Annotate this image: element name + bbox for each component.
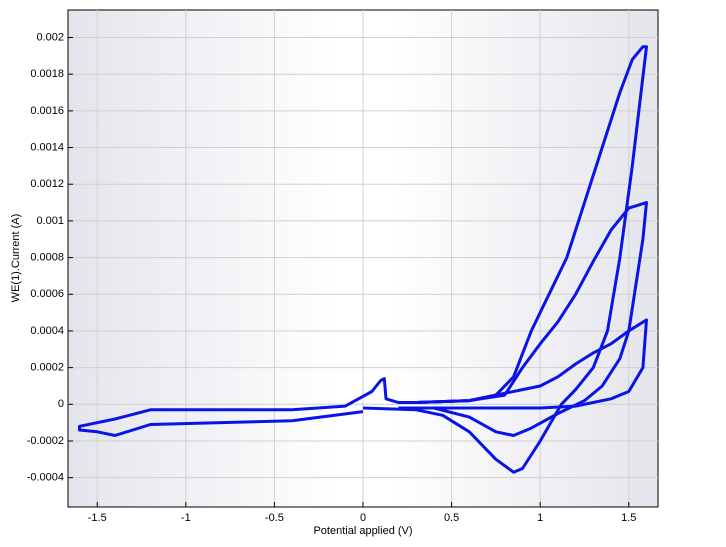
- x-tick-label: -1: [181, 512, 191, 524]
- y-tick-label: -0.0004: [27, 472, 64, 484]
- y-tick-label: 0.0014: [30, 141, 64, 153]
- y-tick-label: 0.0018: [30, 68, 64, 80]
- y-tick-label: 0.0004: [30, 325, 64, 337]
- y-tick-label: -0.0002: [27, 435, 64, 447]
- x-tick-label: 0: [360, 512, 366, 524]
- x-tick-label: 0.5: [444, 512, 459, 524]
- x-axis-label: Potential applied (V): [313, 525, 412, 537]
- y-tick-label: 0.0012: [30, 178, 64, 190]
- x-tick-label: 1.5: [621, 512, 636, 524]
- x-tick-label: -0.5: [265, 512, 284, 524]
- x-tick-label: 1: [537, 512, 543, 524]
- y-tick-label: 0.002: [36, 31, 64, 43]
- y-tick-label: 0.0016: [30, 105, 64, 117]
- y-tick-label: 0.001: [36, 215, 64, 227]
- y-axis-label: WE(1).Current (A): [10, 214, 22, 303]
- y-tick-label: 0.0002: [30, 362, 64, 374]
- y-tick-label: 0.0006: [30, 288, 64, 300]
- y-tick-label: 0: [58, 398, 64, 410]
- cv-curve: [398, 318, 648, 410]
- cv-curve: [78, 45, 648, 474]
- x-tick-label: -1.5: [88, 512, 107, 524]
- y-tick-label: 0.0008: [30, 251, 64, 263]
- cv-curve: [398, 201, 648, 437]
